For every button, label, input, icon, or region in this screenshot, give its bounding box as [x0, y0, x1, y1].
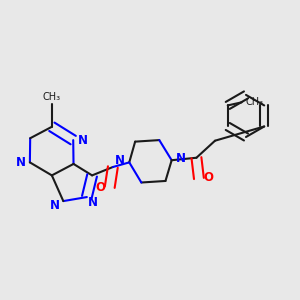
Text: N: N [50, 199, 60, 212]
Text: O: O [95, 181, 106, 194]
Text: N: N [176, 152, 186, 165]
Text: N: N [16, 156, 26, 169]
Text: CH₃: CH₃ [245, 97, 263, 107]
Text: N: N [77, 134, 88, 147]
Text: N: N [88, 196, 98, 209]
Text: O: O [203, 171, 213, 184]
Text: CH₃: CH₃ [43, 92, 61, 102]
Text: N: N [115, 154, 125, 167]
